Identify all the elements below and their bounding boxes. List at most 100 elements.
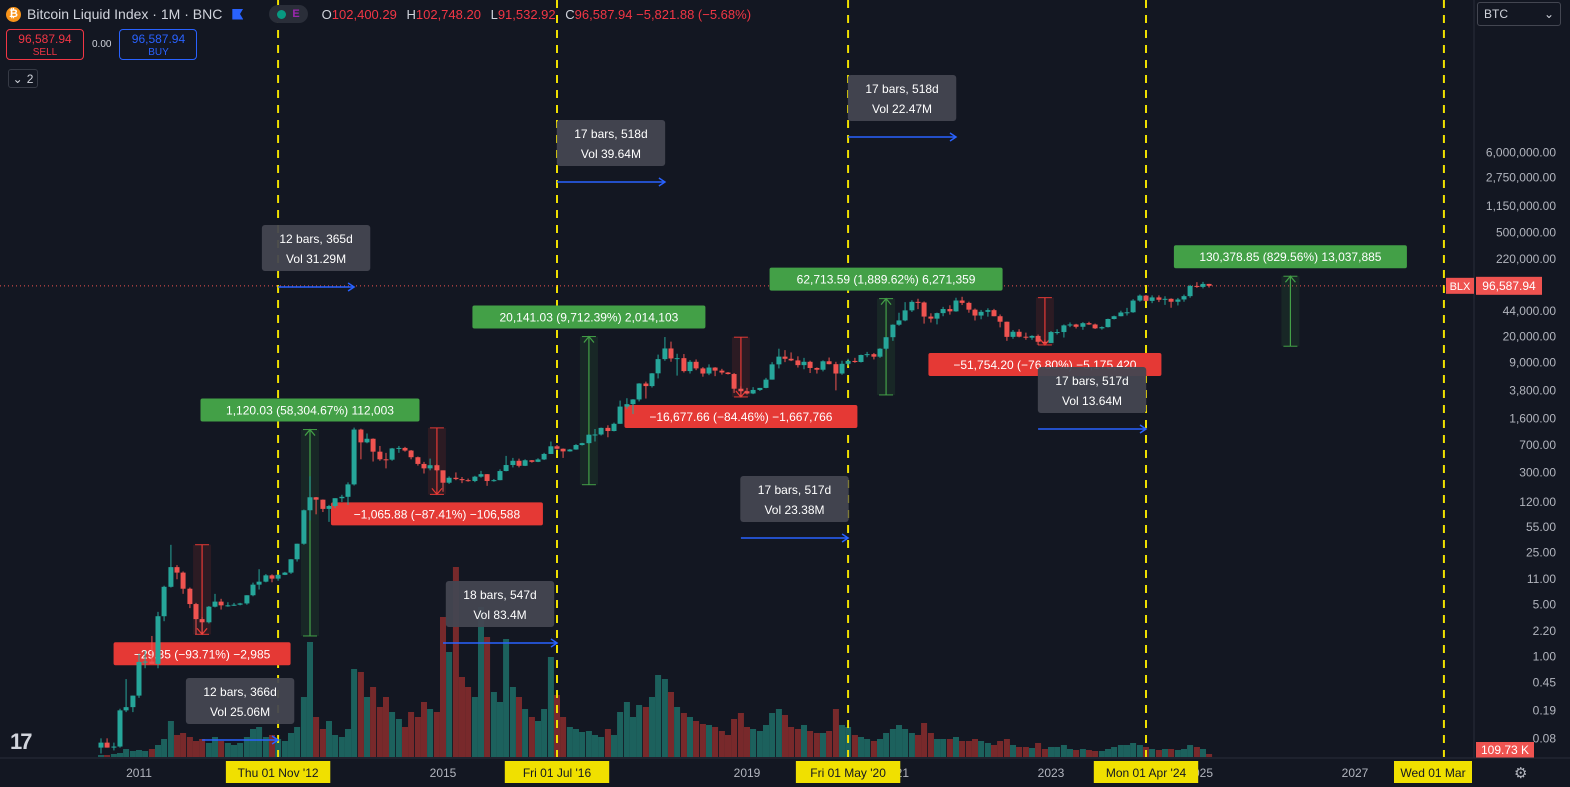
volume-bar [547,657,554,757]
session-pill[interactable]: E [269,5,308,23]
volume-bar [997,741,1004,757]
cycle-date-tag [1093,761,1199,783]
volume-bar [446,652,453,757]
volume-bar [636,705,643,757]
sell-button[interactable]: 96,587.94 SELL [6,29,84,60]
candle [180,572,186,589]
candle [402,447,408,451]
candle [218,601,224,606]
cycle-date-label: Mon 01 Apr '24 [1106,766,1187,780]
volume-bar [376,707,383,757]
candle [263,575,269,582]
candle [795,360,801,366]
bar-count-volume: Vol 22.47M [872,102,932,116]
chart-title[interactable]: Bitcoin Liquid Index · 1M · BNC [27,6,223,22]
symbol-tag [1446,277,1474,294]
candle [700,368,706,374]
candle [1187,285,1193,297]
volume-bar [959,741,966,757]
candle [738,388,744,392]
buy-button[interactable]: 96,587.94 BUY [119,29,198,60]
volume-bar [1162,749,1168,757]
volume-bar [655,675,662,757]
volume-bar [1181,749,1187,757]
price-axis [1474,0,1570,787]
time-tick-label: 2027 [1342,766,1369,780]
arrow-right-icon [658,177,667,187]
volume-bar [307,642,313,757]
volume-bar [1206,754,1213,757]
candle [155,616,161,664]
price-tick-label: 1.00 [1533,650,1557,664]
candle [212,601,218,607]
candle [149,661,155,664]
measure-label-box [200,398,420,422]
candle [782,356,788,359]
candle [560,448,566,452]
candle [269,575,275,579]
candle [294,543,300,560]
volume-bar [256,727,263,757]
volume-bar [1168,749,1175,757]
volume-bar [117,753,123,757]
volume-bar [541,709,548,757]
symbol-select[interactable]: BTC ⌄ [1477,2,1561,26]
spread-value: 0.00 [92,39,112,50]
symbol-header[interactable]: ₿ Bitcoin Liquid Index · 1M · BNC E O102… [6,4,757,24]
candle [1206,283,1212,286]
volume-bar [1022,747,1029,757]
candle [1099,327,1105,329]
volume-bar [1117,745,1124,757]
candle [548,446,554,454]
candle [206,606,212,623]
price-tick-label: 500,000.00 [1496,226,1556,240]
volume-bar [421,702,427,757]
arrow-right-icon [1139,424,1148,434]
volume-bar [1086,750,1092,757]
volume-bar [497,702,503,757]
settings-gear-icon[interactable]: ⚙ [1514,765,1528,782]
volume-bar [579,732,586,757]
tradingview-logo[interactable]: 17 [10,729,33,754]
cycle-date-tag [1394,761,1472,783]
cycle-date-tag [504,761,610,783]
bar-count-box [847,75,957,121]
candle [934,313,940,319]
volume-bar [896,725,902,757]
candle [484,474,490,481]
candle [655,359,661,374]
candle [383,459,389,461]
volume-bar [129,751,136,757]
measure-arrow-icon [1284,275,1296,283]
volume-bar [237,743,244,757]
volume-bar [319,729,326,757]
volume-bar [934,739,940,757]
candle [630,399,636,405]
volume-bar [623,702,630,757]
volume-bar [731,719,738,757]
candle [358,429,364,443]
candle [1143,295,1149,301]
volume-bar [801,725,807,757]
bar-count-label: 12 bars, 366d [203,685,276,699]
indicators-toggle[interactable]: ⌄ 2 [8,69,38,88]
candle [389,448,395,460]
flag-icon[interactable] [232,8,244,20]
volume-bar [351,669,358,757]
candle [947,309,953,312]
candle [681,358,687,372]
volume-bar [921,723,928,757]
volume-bar [611,735,617,757]
candle [522,460,528,466]
volume-bar [560,717,567,757]
candle [288,559,294,573]
candle [1061,325,1067,333]
time-tick-label: 2019 [734,766,761,780]
volume-bar [1136,745,1143,757]
candle [516,460,522,466]
measure-arrow-icon [431,487,443,496]
volume-bar [155,745,161,757]
candle [871,354,877,357]
measure-arrow-icon [735,390,747,398]
